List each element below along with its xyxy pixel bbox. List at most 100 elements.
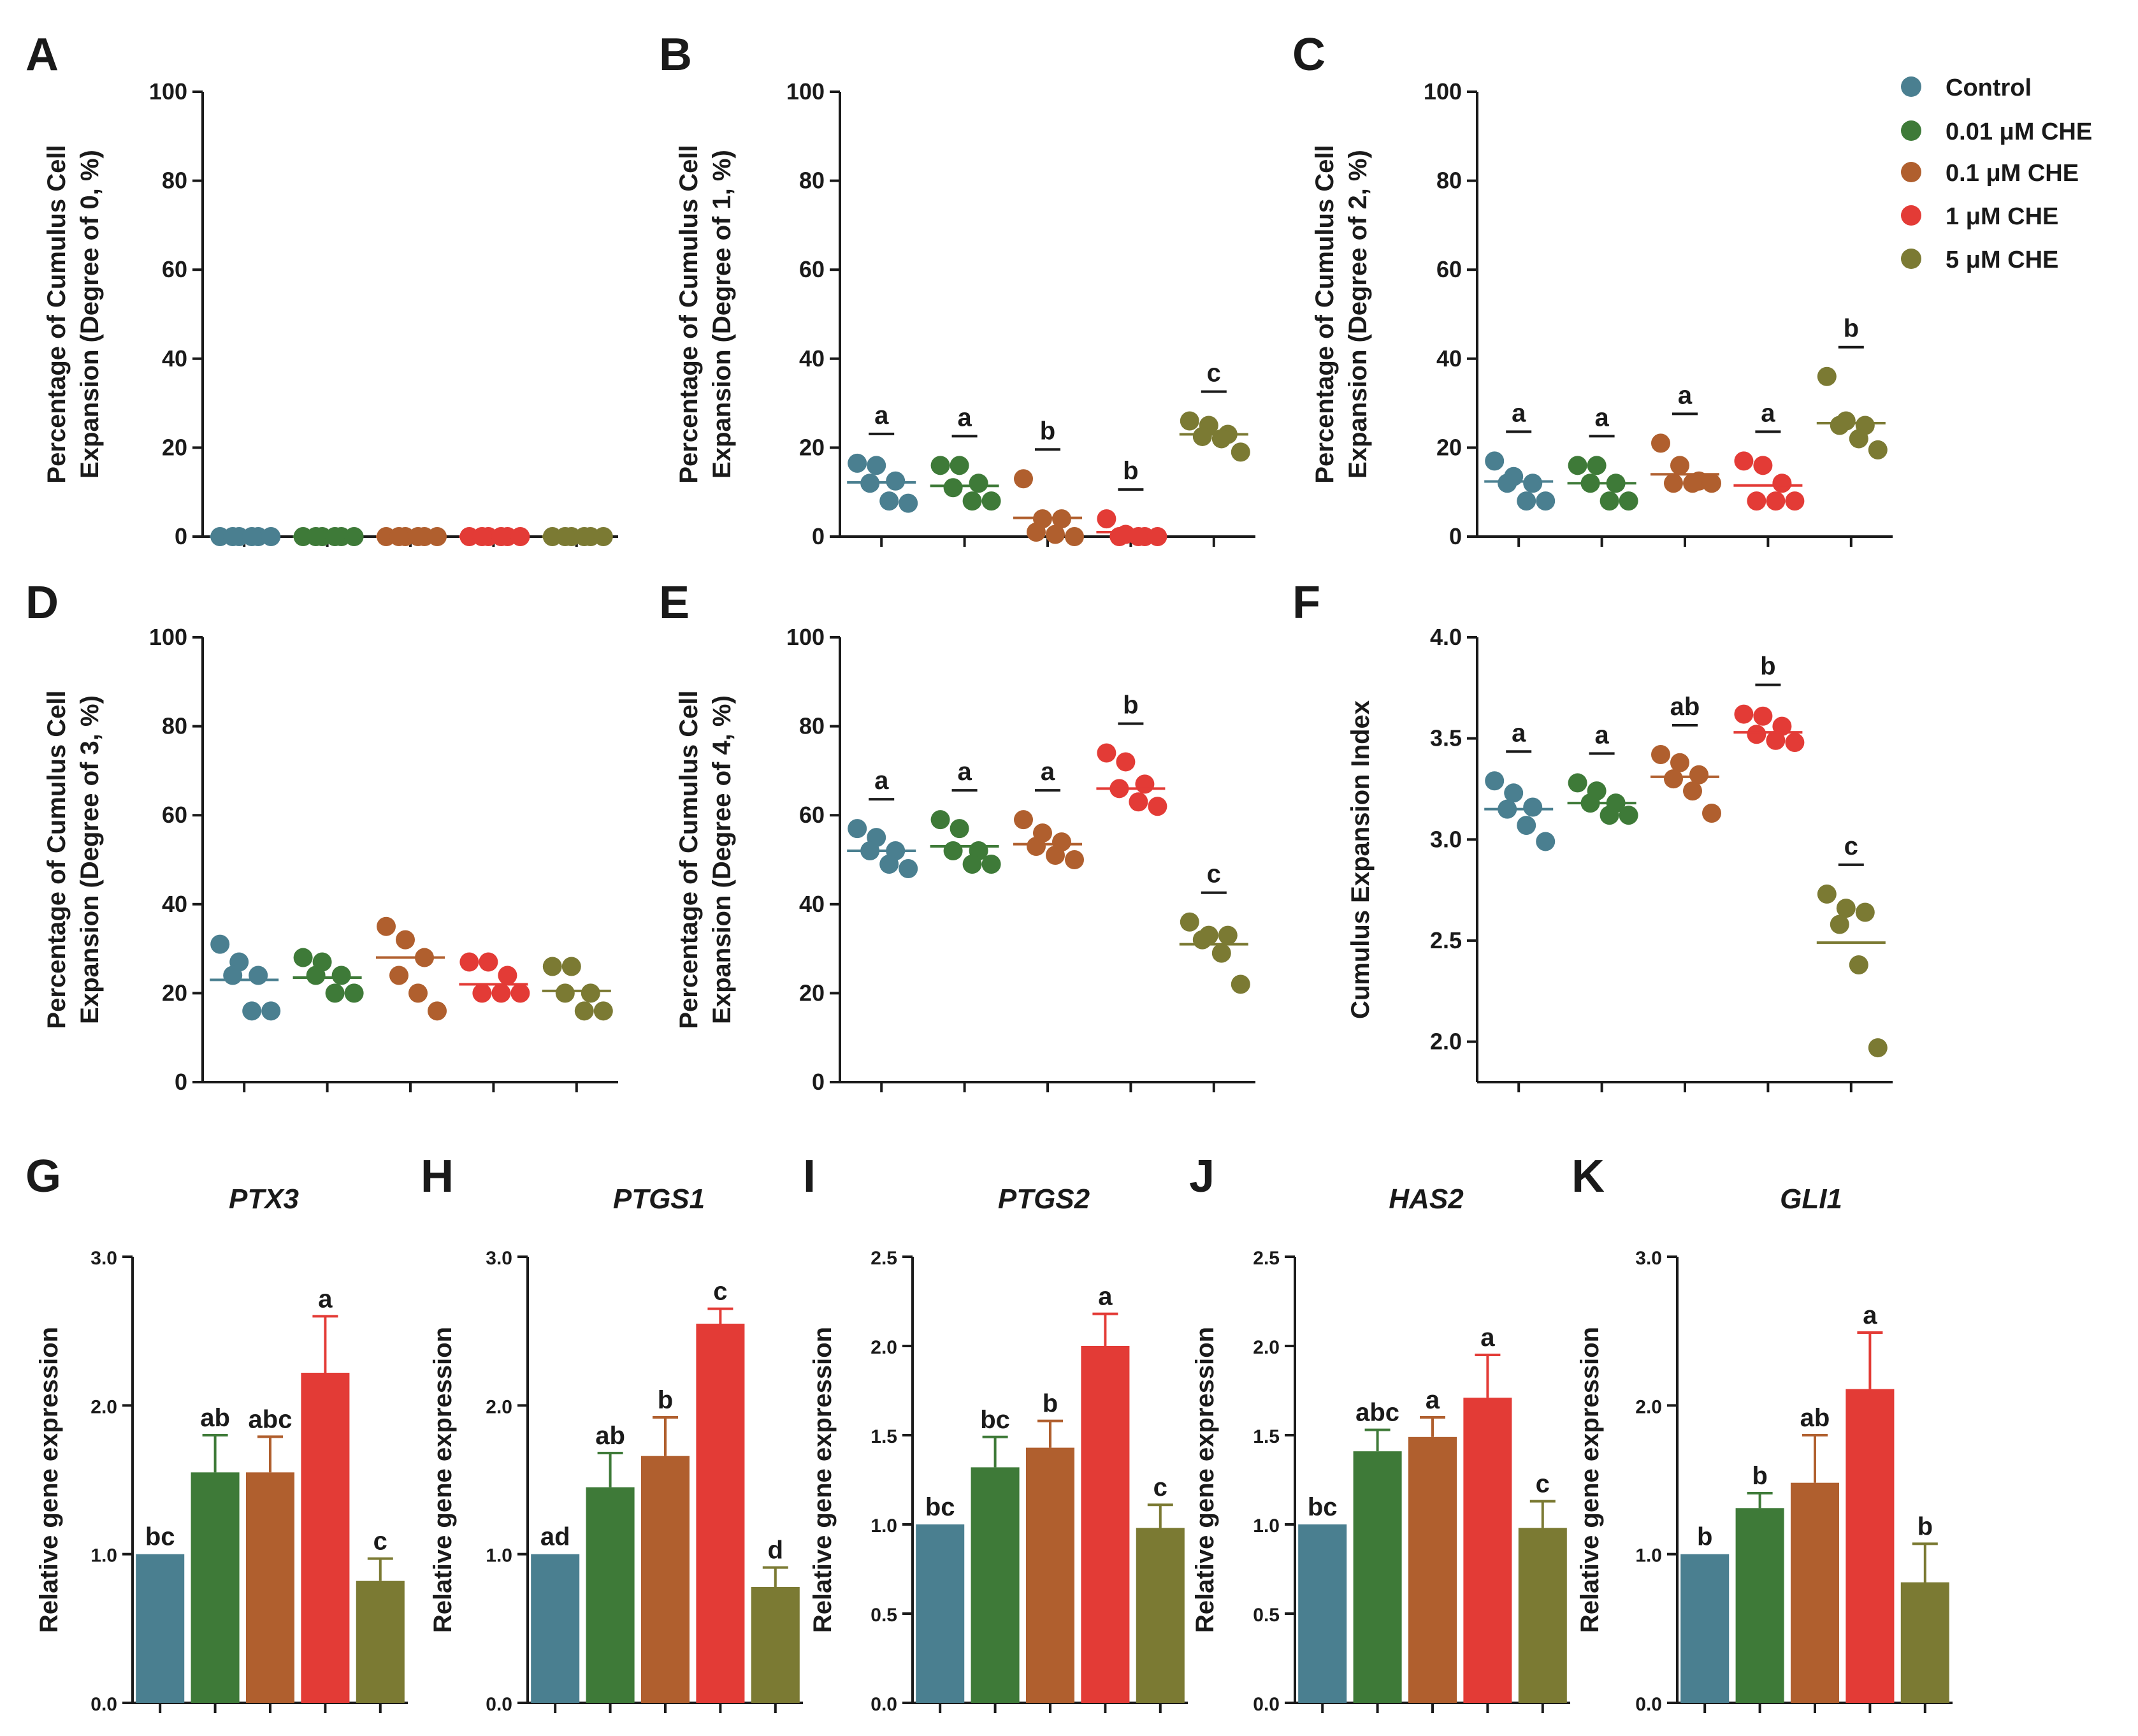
panel-f: F 2.0 2.5 3.0 3.5 4.0 Cumulus Expansion Index a… — [1292, 577, 1893, 1092]
data-point — [293, 948, 313, 967]
legend: Control 0.01 μM CHE 0.1 μM CHE 1 μM CHE … — [1901, 75, 2092, 273]
data-point — [574, 1001, 594, 1021]
panel-c: C 0 20 40 60 80 100 Percentage of Cumulus Cell E… — [1292, 29, 1893, 549]
y-tick-label: 40 — [799, 345, 825, 372]
y-tick-label: 60 — [162, 256, 187, 282]
data-point — [1766, 730, 1786, 750]
panel-a: A 0 20 40 60 80 100 Percentage of Cumulus Cell E… — [25, 29, 618, 549]
legend-entry-0-1-um-che: 0.1 μM CHE — [1901, 160, 2079, 187]
data-point — [879, 491, 899, 511]
legend-entry-5-um-che: 5 μM CHE — [1901, 247, 2058, 273]
bar — [245, 1472, 295, 1703]
y-axis-label: Expansion (Degree of 1, %) — [708, 150, 736, 479]
y-tick-label: 0 — [175, 1069, 187, 1095]
data-point — [1568, 773, 1587, 793]
data-point — [962, 491, 982, 511]
data-point — [1766, 491, 1786, 511]
y-tick-label: 2.0 — [1635, 1396, 1662, 1417]
bar — [1518, 1528, 1567, 1703]
sig-label: ab — [1800, 1404, 1830, 1432]
y-tick-label: 100 — [1424, 78, 1462, 105]
y-tick-label: 80 — [799, 713, 825, 739]
y-tick-label: 20 — [162, 980, 187, 1006]
y-tick-label: 3.0 — [1635, 1248, 1662, 1269]
data-point — [1218, 925, 1238, 945]
bar — [191, 1472, 240, 1703]
data-point — [981, 491, 1001, 511]
y-tick-label: 20 — [162, 434, 187, 460]
sig-label: b — [1123, 691, 1138, 719]
data-point — [210, 934, 230, 954]
legend-label-5-um-che: 5 μM CHE — [1946, 247, 2058, 273]
data-point — [459, 952, 479, 972]
sig-label: a — [957, 758, 972, 786]
y-tick-label: 60 — [162, 802, 187, 828]
data-point — [1817, 884, 1837, 904]
gene-title: PTGS2 — [998, 1183, 1090, 1215]
y-axis-label: Relative gene expression — [809, 1327, 837, 1633]
data-point — [1670, 753, 1689, 772]
bar — [640, 1456, 690, 1703]
data-point — [1855, 902, 1875, 922]
legend-marker-5-um-che — [1901, 249, 1921, 269]
y-tick-label: 0.0 — [90, 1694, 117, 1715]
sig-label: b — [1844, 315, 1859, 343]
y-tick-label: 40 — [162, 345, 187, 372]
data-point — [1027, 837, 1046, 857]
data-point — [848, 819, 867, 839]
sig-label: a — [1761, 399, 1775, 427]
y-tick-label: 100 — [149, 78, 187, 105]
y-axis-label: Percentage of Cumulus Cell — [675, 145, 703, 483]
sig-label: abc — [249, 1405, 293, 1433]
data-point — [1523, 474, 1543, 493]
data-point — [498, 966, 517, 985]
sig-label: ad — [540, 1523, 570, 1551]
panel-letter-j: J — [1189, 1151, 1215, 1202]
y-tick-label: 1.5 — [870, 1426, 897, 1447]
data-point — [1868, 440, 1888, 459]
data-point — [1065, 527, 1084, 546]
y-tick-label: 1.0 — [870, 1515, 897, 1537]
data-point — [848, 453, 867, 473]
legend-label-control: Control — [1946, 75, 2032, 101]
bar — [1025, 1447, 1075, 1703]
y-tick-label: 0.5 — [1253, 1605, 1280, 1626]
y-axis-label: Cumulus Expansion Index — [1347, 700, 1375, 1019]
legend-marker-0-1-um-che — [1901, 162, 1921, 182]
legend-marker-1-um-che — [1901, 205, 1921, 226]
bar — [1900, 1582, 1949, 1703]
data-point — [1772, 474, 1792, 493]
y-axis-label: Expansion (Degree of 3, %) — [76, 695, 104, 1024]
y-tick-label: 0.0 — [1253, 1694, 1280, 1715]
data-point — [1683, 781, 1702, 801]
data-point — [344, 983, 364, 1003]
bar — [1136, 1528, 1185, 1703]
data-point — [1734, 451, 1754, 471]
data-point — [1485, 451, 1505, 471]
bar — [751, 1587, 800, 1703]
sig-label: bc — [980, 1406, 1010, 1434]
bar — [586, 1487, 635, 1703]
data-point — [331, 966, 351, 985]
data-point — [943, 478, 963, 498]
legend-label-0-01-um-che: 0.01 μM CHE — [1946, 119, 2092, 145]
data-point — [389, 966, 408, 985]
y-tick-label: 80 — [799, 168, 825, 194]
data-point — [555, 983, 575, 1003]
legend-label-0-1-um-che: 0.1 μM CHE — [1946, 160, 2079, 187]
sig-label: b — [1697, 1523, 1712, 1551]
data-point — [1046, 846, 1065, 865]
bar — [1680, 1554, 1730, 1703]
sig-label: a — [1098, 1283, 1113, 1311]
sig-label: d — [768, 1537, 783, 1565]
panel-b: B 0 20 40 60 80 100 Percentage of Cumulus Cell E… — [659, 29, 1255, 549]
y-tick-label: 3.0 — [486, 1248, 512, 1269]
data-point — [1231, 974, 1250, 994]
data-point — [1485, 771, 1505, 791]
bar — [916, 1524, 965, 1703]
panel-letter-a: A — [25, 29, 59, 80]
data-point — [396, 930, 415, 950]
y-axis-label: Expansion (Degree of 4, %) — [708, 695, 736, 1024]
data-point — [306, 966, 326, 985]
